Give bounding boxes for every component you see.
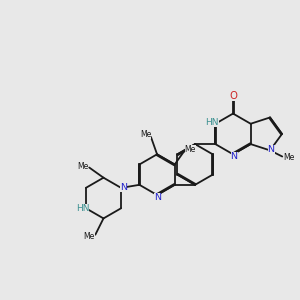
Text: O: O [229,91,237,101]
Text: N: N [120,183,127,192]
Text: Me: Me [284,153,295,162]
Text: N: N [154,193,161,202]
Text: N: N [231,152,238,161]
Text: Me: Me [184,145,196,154]
Text: N: N [268,145,274,154]
Text: Me: Me [77,162,88,171]
Text: HN: HN [76,204,89,213]
Text: HN: HN [206,118,219,127]
Text: Me: Me [140,130,151,139]
Text: Me: Me [83,232,94,241]
